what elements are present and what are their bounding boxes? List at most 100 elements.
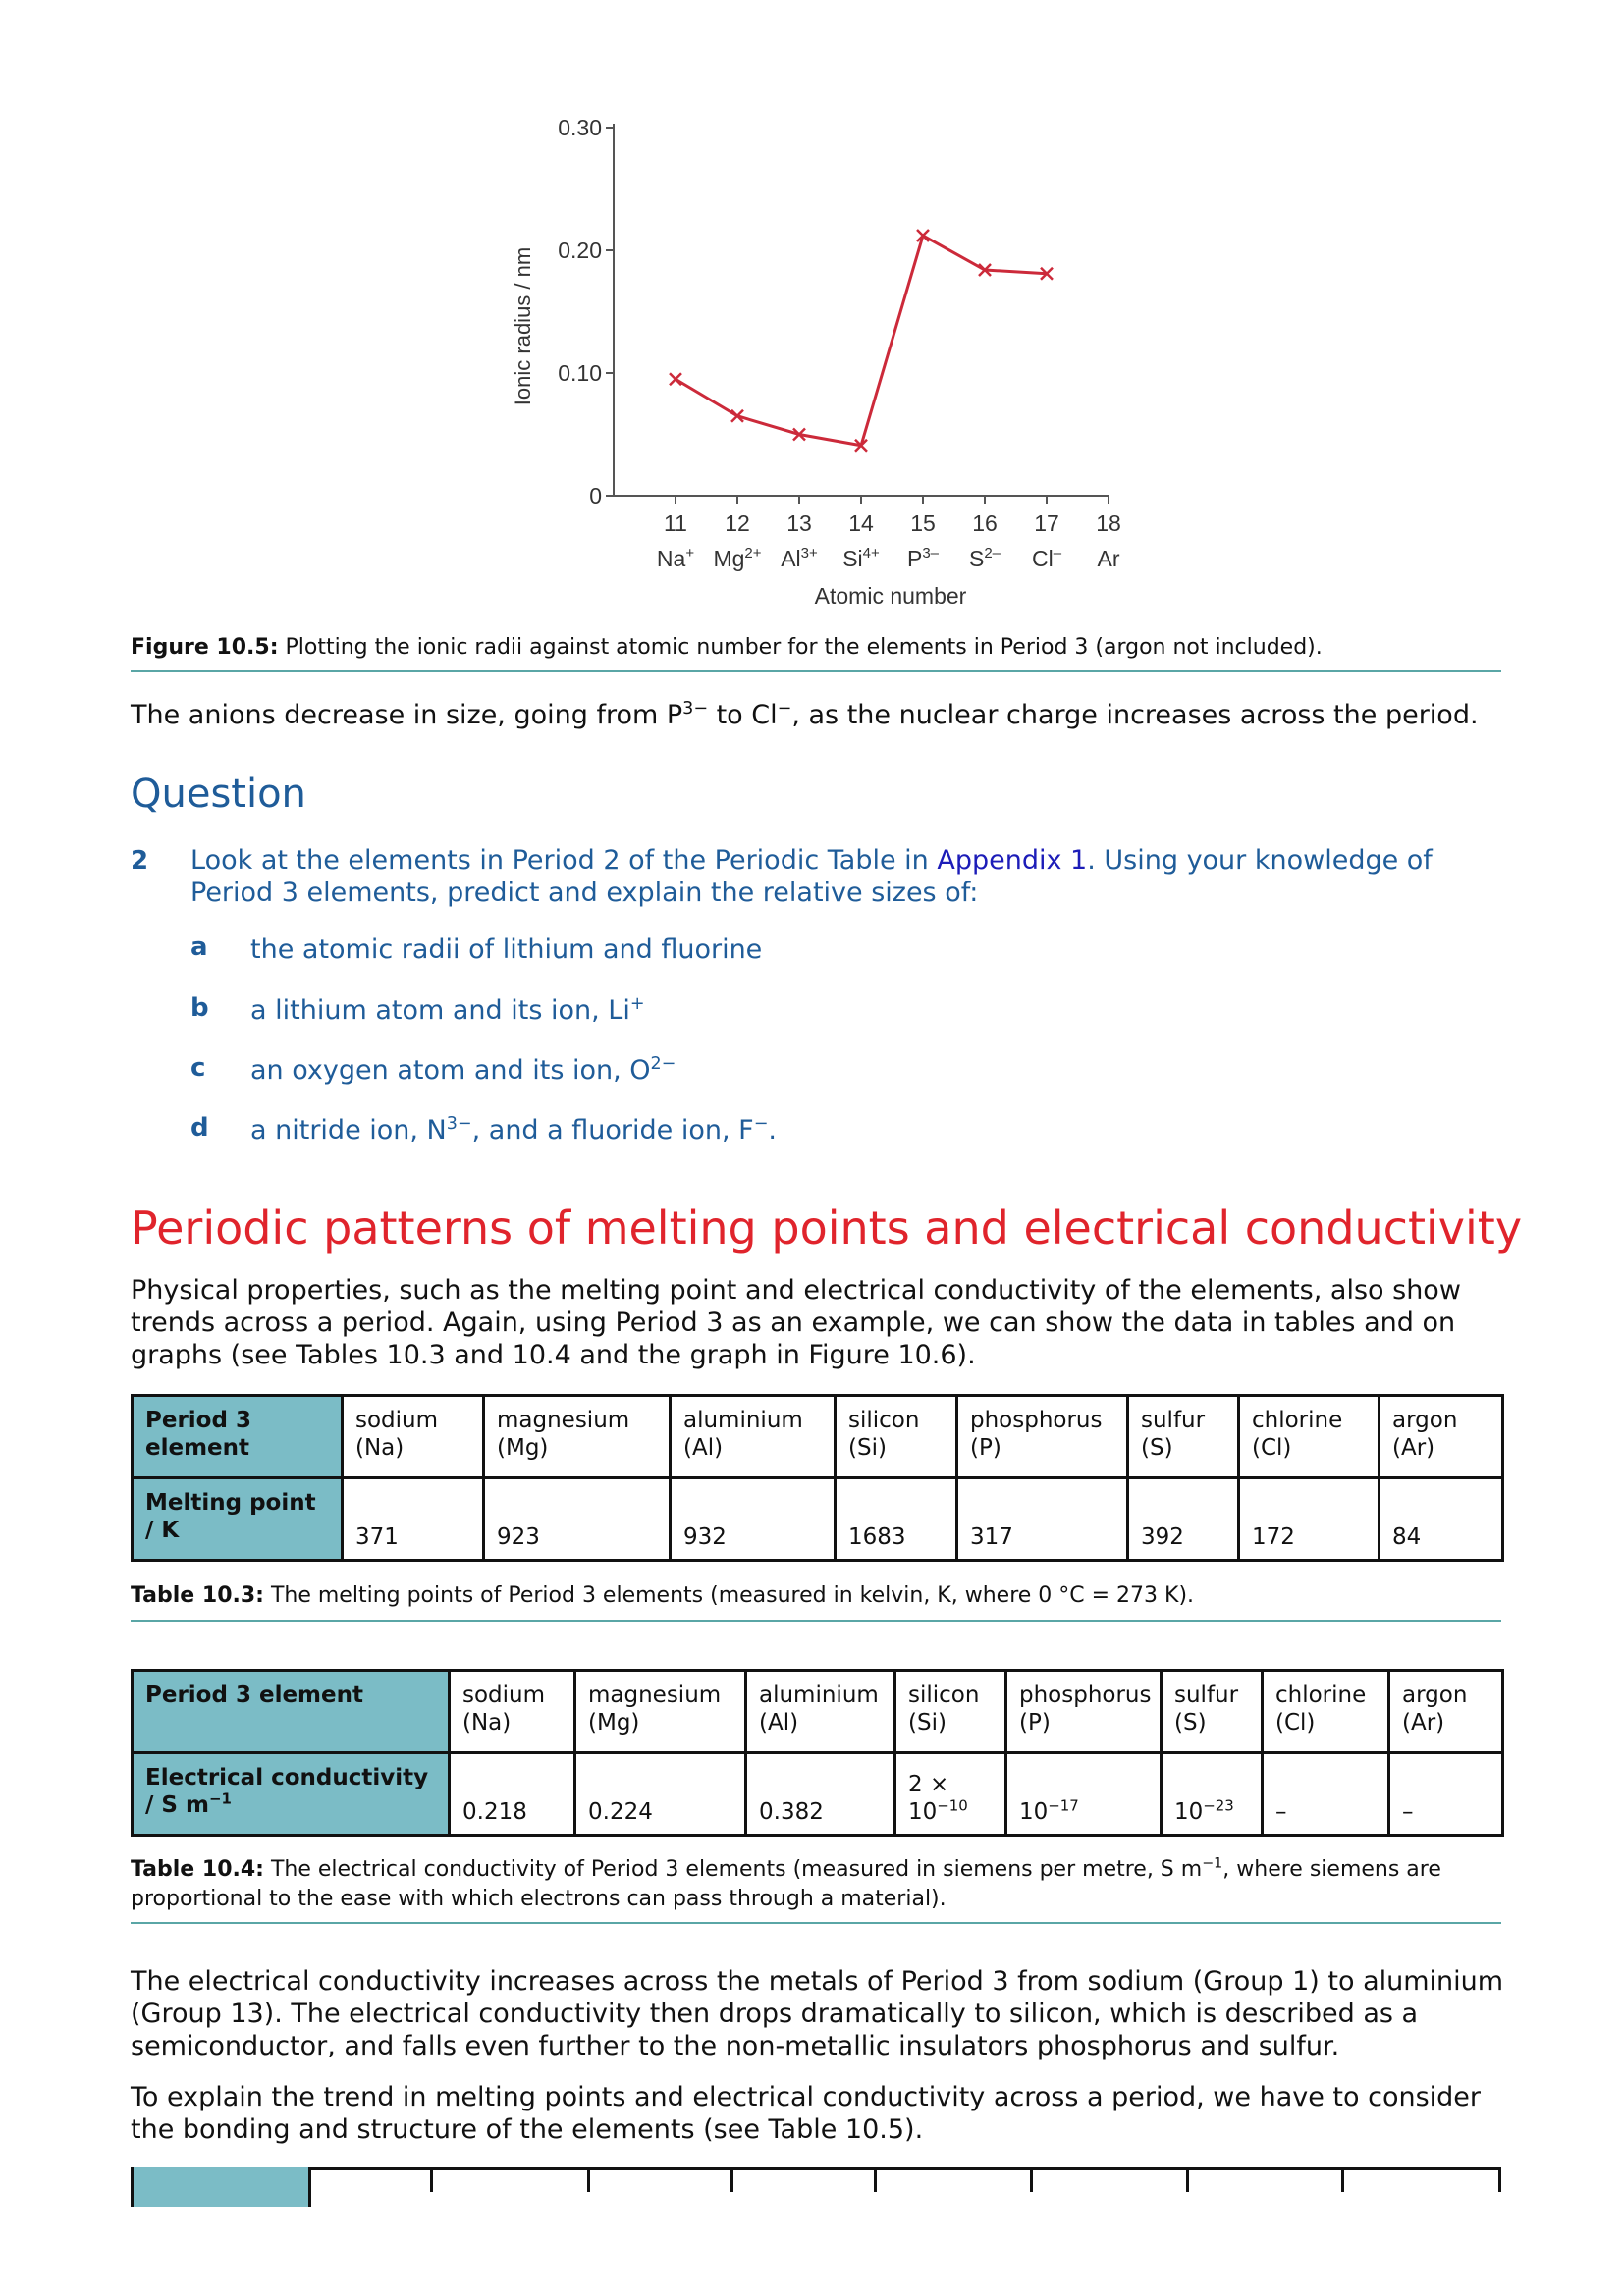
table1-value: 317 <box>955 1476 1129 1562</box>
x-ion-label: Cl– <box>1032 545 1062 571</box>
table2-row-label-sup: −1 <box>208 1789 232 1808</box>
table2-value-base: 10 <box>1019 1799 1049 1825</box>
conductivity-paragraph: The electrical conductivity increases ac… <box>131 1966 1504 2061</box>
data-point-marker <box>669 372 682 387</box>
ion-symbol: P <box>907 546 922 571</box>
table2-element: argon (Ar) <box>1387 1669 1504 1754</box>
table2-value-line: 10−17 <box>1019 1798 1150 1826</box>
x-ion-label: S2– <box>969 545 1001 571</box>
table2-value-line: 10−23 <box>1174 1798 1251 1826</box>
question-item-text: an oxygen atom and its ion, O2− <box>250 1055 676 1086</box>
table1-element: phosphorus (P) <box>955 1394 1129 1479</box>
table3-divider <box>730 2167 733 2192</box>
x-ion-label: Ar <box>1098 546 1120 571</box>
table2-value-base: 0.218 <box>462 1799 527 1825</box>
table1-value: 392 <box>1126 1476 1240 1562</box>
table2-value: 0.218 <box>448 1751 576 1837</box>
table2-caption-text-1: The electrical conductivity of Period 3 … <box>263 1857 1203 1882</box>
ion-symbol: Na <box>657 546 686 571</box>
table2-value-line: – <box>1275 1798 1378 1826</box>
x-ion-label: Na+ <box>657 545 694 571</box>
question-item-s1: 2− <box>650 1054 676 1074</box>
question-item-t2: , and a fluoride ion, F <box>471 1115 754 1146</box>
table3-divider <box>1186 2167 1189 2192</box>
x-ion-label: Si4+ <box>842 545 880 571</box>
anion-sup-2: − <box>777 699 792 719</box>
question-item-t1: an oxygen atom and its ion, O <box>250 1055 651 1086</box>
question-item-letter: b <box>190 993 209 1023</box>
x-ion-label: P3– <box>907 545 940 571</box>
section-heading: Periodic patterns of melting points and … <box>131 1201 1523 1255</box>
table3-top-border <box>131 2167 1501 2170</box>
question-item-s2: − <box>753 1114 769 1134</box>
table3-partial <box>131 2167 1501 2296</box>
x-axis-label: Atomic number <box>815 583 967 609</box>
table2-value-line: 0.382 <box>759 1798 884 1826</box>
table2-element: sulfur (S) <box>1160 1669 1264 1754</box>
x-ion-label: Mg2+ <box>713 545 761 571</box>
anion-text-2: to Cl <box>708 700 778 730</box>
ion-symbol: Al <box>781 546 800 571</box>
table1-element: aluminium (Al) <box>669 1394 837 1479</box>
table2-header-row: Period 3 element sodium (Na) magnesium (… <box>131 1669 1504 1754</box>
question-item-text: a lithium atom and its ion, Li+ <box>250 995 645 1026</box>
table3-divider <box>1341 2167 1344 2192</box>
table2-value-sup: −10 <box>937 1796 968 1815</box>
table1-caption: Table 10.3: The melting points of Period… <box>131 1581 1505 1611</box>
table2-value: 0.224 <box>573 1751 747 1837</box>
table1-value: 923 <box>482 1476 672 1562</box>
question-item-t1: a lithium atom and its ion, Li <box>250 995 630 1026</box>
table2-value: 10−17 <box>1004 1751 1163 1837</box>
anion-text-1: The anions decrease in size, going from … <box>131 700 683 730</box>
data-point-marker <box>792 427 806 442</box>
question-item-text: the atomic radii of lithium and fluorine <box>250 934 762 965</box>
question-item-letter: d <box>190 1113 209 1143</box>
table1-header-row: Period 3 element sodium (Na) magnesium (… <box>131 1394 1504 1479</box>
table1-element: silicon (Si) <box>834 1394 958 1479</box>
x-tick-label: 13 <box>786 510 812 536</box>
table3-divider <box>1030 2167 1033 2192</box>
table1-value-row: Melting point / K 371 923 932 1683 317 3… <box>131 1476 1504 1562</box>
table2-value-base: 10 <box>1174 1799 1204 1825</box>
table1-caption-text: The melting points of Period 3 elements … <box>263 1583 1195 1608</box>
table2-value-sup: −23 <box>1203 1796 1234 1815</box>
table2-caption-text-2: , where siemens are proportional to the … <box>131 1857 1441 1911</box>
table2-value-base: 0.224 <box>588 1799 653 1825</box>
table3-divider <box>874 2167 877 2192</box>
ion-charge: – <box>1054 545 1062 561</box>
question-text-a: Look at the elements in Period 2 of the … <box>190 845 938 876</box>
table2-caption: Table 10.4: The electrical conductivity … <box>131 1855 1505 1914</box>
ion-symbol: S <box>969 546 984 571</box>
appendix-link[interactable]: Appendix 1 <box>937 845 1088 876</box>
data-point-marker <box>978 263 992 277</box>
table2-value: 0.382 <box>744 1751 896 1837</box>
table2-row-label: Electrical conductivity / S m−1 <box>131 1751 451 1837</box>
table2-value: – <box>1387 1751 1504 1837</box>
table2-value-prefix: 2 × <box>908 1772 949 1797</box>
table2-value: 10−23 <box>1160 1751 1264 1837</box>
ion-symbol: Ar <box>1098 546 1120 571</box>
anion-sup-1: 3− <box>682 699 709 719</box>
table3-divider <box>1498 2167 1501 2192</box>
x-tick-label: 17 <box>1034 510 1059 536</box>
ion-charge: 2+ <box>744 545 761 561</box>
melting-point-table: Period 3 element sodium (Na) magnesium (… <box>131 1394 1504 1562</box>
y-axis-label: Ionic radius / nm <box>511 247 535 405</box>
table2-element: chlorine (Cl) <box>1261 1669 1390 1754</box>
table2-value-line: – <box>1402 1798 1491 1826</box>
table1-value: 84 <box>1378 1476 1504 1562</box>
conductivity-table: Period 3 element sodium (Na) magnesium (… <box>131 1669 1504 1837</box>
caption-rule <box>131 670 1501 672</box>
data-point-marker <box>916 229 930 242</box>
figure-caption: Figure 10.5: Plotting the ionic radii ag… <box>131 633 1505 663</box>
y-tick-label: 0 <box>589 483 602 508</box>
x-tick-label: 18 <box>1096 510 1121 536</box>
table2-value-line: 0.218 <box>462 1798 564 1826</box>
table2-caption-label: Table 10.4: <box>131 1857 264 1882</box>
question-number: 2 <box>131 846 149 876</box>
table1-element: chlorine (Cl) <box>1237 1394 1380 1479</box>
table2-value-line: 10−10 <box>908 1798 995 1826</box>
table2-rule <box>131 1922 1501 1924</box>
table2-element: magnesium (Mg) <box>573 1669 747 1754</box>
question-item-t1: the atomic radii of lithium and fluorine <box>250 934 763 965</box>
